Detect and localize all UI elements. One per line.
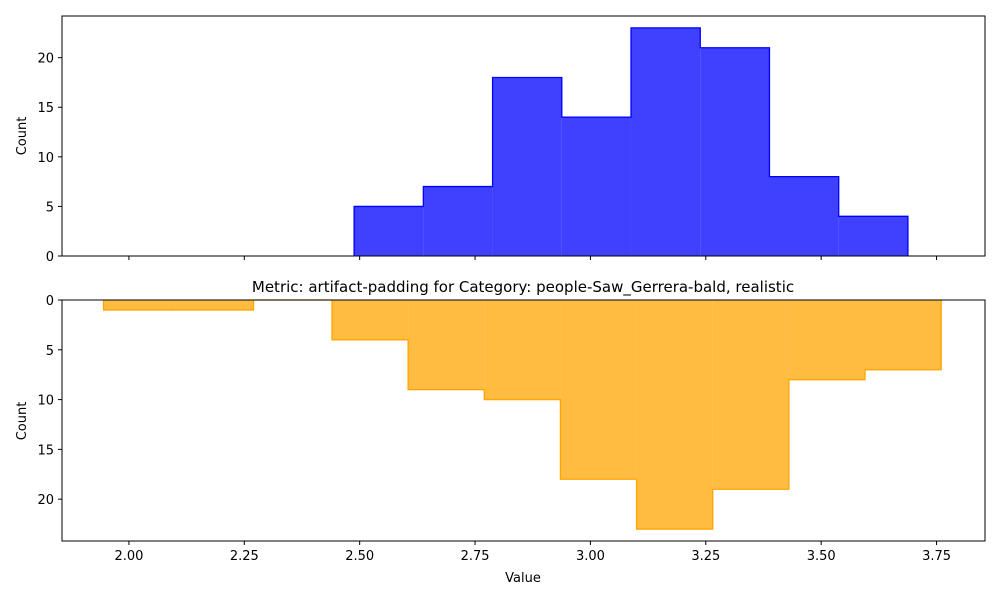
top-y-axis-label: Count <box>15 117 30 156</box>
y-tick-label: 20 <box>37 52 54 67</box>
y-tick-label: 5 <box>46 344 54 359</box>
histogram-bar <box>561 117 632 256</box>
histogram-bar <box>560 300 637 480</box>
x-tick-label: 2.50 <box>345 549 374 564</box>
y-tick-label: 10 <box>37 394 54 409</box>
x-tick-label: 3.75 <box>922 549 951 564</box>
histogram-bar <box>175 300 254 310</box>
histogram-bar <box>423 186 493 256</box>
top-histogram-bars <box>353 27 909 257</box>
y-tick-label: 15 <box>37 443 54 458</box>
y-tick-label: 15 <box>37 101 54 116</box>
x-tick-label: 3.00 <box>576 549 605 564</box>
bottom-histogram-panel: Metric: artifact-padding for Category: p… <box>15 278 986 586</box>
bottom-axes-frame <box>61 299 986 542</box>
histogram-bar <box>712 300 789 490</box>
histogram-bar <box>408 300 485 390</box>
bottom-x-axis-label: Value <box>505 571 541 586</box>
x-tick-label: 3.50 <box>807 549 836 564</box>
histogram-bar <box>354 206 424 256</box>
top-x-ticks <box>128 256 938 260</box>
y-tick-label: 5 <box>46 200 54 215</box>
histogram-bar <box>865 300 942 370</box>
bottom-y-ticks: 0 5 10 15 20 <box>37 294 62 508</box>
y-tick-label: 20 <box>37 493 54 508</box>
histogram-bar <box>484 300 561 400</box>
histogram-bar <box>838 216 908 256</box>
histogram-bar <box>636 300 713 530</box>
y-tick-label: 0 <box>46 294 54 309</box>
x-tick-label: 3.25 <box>691 549 720 564</box>
y-tick-label: 10 <box>37 151 54 166</box>
y-tick-label: 0 <box>46 250 54 265</box>
histogram-bar <box>788 300 866 380</box>
bottom-histogram-bars <box>102 299 942 530</box>
top-y-ticks: 0 5 10 15 20 <box>37 52 62 265</box>
x-tick-label: 2.25 <box>230 549 259 564</box>
histogram-bar <box>492 77 562 256</box>
top-axes-frame <box>61 15 986 257</box>
bottom-x-ticks: 2.00 2.25 2.50 2.75 3.00 3.25 3.50 3.75 <box>114 541 951 564</box>
x-tick-label: 2.75 <box>461 549 490 564</box>
histogram-outline <box>353 27 909 256</box>
histogram-bar <box>103 300 176 310</box>
histogram-bar <box>700 47 770 257</box>
histogram-bar <box>331 300 409 340</box>
top-histogram-panel: 0 5 10 15 20 Count <box>15 15 986 265</box>
bottom-chart-title: Metric: artifact-padding for Category: p… <box>252 278 794 297</box>
bottom-y-axis-label: Count <box>15 402 30 441</box>
histogram-bar <box>631 27 701 257</box>
x-tick-label: 2.00 <box>114 549 143 564</box>
histogram-bar <box>769 176 839 256</box>
histogram-outline <box>102 299 942 530</box>
